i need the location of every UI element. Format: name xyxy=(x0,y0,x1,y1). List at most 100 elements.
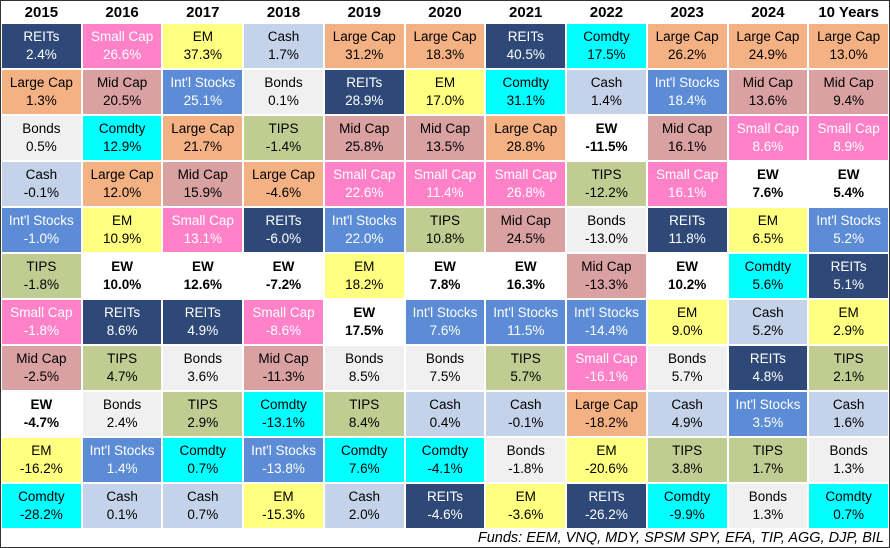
asset-cell: Cash -0.1% xyxy=(2,162,81,206)
asset-name: Bonds xyxy=(587,213,626,228)
asset-cell: Large Cap 28.8% xyxy=(486,116,566,160)
asset-cell: Bonds -13.0% xyxy=(567,208,646,252)
returns-grid: 2015 2016 2017 2018 2019 2020 2021 2022 2023 2024… xyxy=(1,1,889,528)
asset-value: -18.2% xyxy=(585,415,628,430)
asset-value: 5.7% xyxy=(510,369,542,384)
asset-value: -0.1% xyxy=(508,415,544,430)
asset-value: 10.0% xyxy=(102,277,142,292)
asset-name: Small Cap xyxy=(333,167,396,182)
asset-cell: Comdty -9.9% xyxy=(647,484,727,528)
asset-cell: TIPS 1.7% xyxy=(728,438,808,482)
asset-value: 13.5% xyxy=(425,139,465,154)
asset-name: Cash xyxy=(509,397,542,412)
asset-cell: EW 5.4% xyxy=(809,162,888,206)
asset-cell: REITs -6.0% xyxy=(244,208,323,252)
year-header: 2024 xyxy=(728,2,808,22)
asset-cell: Int'l Stocks 11.5% xyxy=(486,300,566,344)
asset-name: Int'l Stocks xyxy=(493,305,559,320)
asset-name: Small Cap xyxy=(494,167,557,182)
asset-cell: REITs 5.1% xyxy=(809,254,888,298)
asset-value: 10.9% xyxy=(102,231,142,246)
year-header: 2017 xyxy=(163,2,243,22)
asset-cell: EW -4.7% xyxy=(2,392,81,436)
asset-cell: Large Cap 18.3% xyxy=(405,24,485,68)
asset-cell: Comdty 5.6% xyxy=(728,254,808,298)
asset-name: Int'l Stocks xyxy=(654,75,720,90)
asset-value: 4.9% xyxy=(187,323,219,338)
asset-name: EW xyxy=(514,259,537,274)
asset-value: 12.9% xyxy=(102,139,142,154)
asset-name: Small Cap xyxy=(171,213,234,228)
asset-name: TIPS xyxy=(107,351,138,366)
asset-name: EW xyxy=(30,397,53,412)
asset-value: 8.4% xyxy=(348,415,380,430)
asset-name: REITs xyxy=(104,305,141,320)
asset-cell: Cash 0.7% xyxy=(163,484,243,528)
asset-name: Int'l Stocks xyxy=(8,213,74,228)
asset-name: Comdty xyxy=(502,75,549,90)
asset-name: TIPS xyxy=(187,397,218,412)
asset-value: 25.8% xyxy=(345,139,384,154)
asset-cell: Small Cap 13.1% xyxy=(163,208,243,252)
asset-value: -20.6% xyxy=(585,461,628,476)
asset-value: 2.9% xyxy=(833,323,865,338)
asset-value: -4.6% xyxy=(265,185,302,200)
asset-value: -11.5% xyxy=(585,139,628,154)
asset-value: 26.2% xyxy=(668,47,707,62)
asset-value: 0.7% xyxy=(187,461,219,476)
asset-cell: Large Cap -18.2% xyxy=(567,392,646,436)
asset-value: 1.6% xyxy=(833,415,865,430)
asset-name: Mid Cap xyxy=(581,259,632,274)
asset-name: Comdty xyxy=(179,443,227,458)
asset-name: Mid Cap xyxy=(823,75,874,90)
asset-name: REITs xyxy=(184,305,221,320)
year-header: 10 Years xyxy=(809,2,888,22)
asset-name: Int'l Stocks xyxy=(412,305,478,320)
asset-name: TIPS xyxy=(268,121,299,136)
asset-cell: Cash 1.7% xyxy=(244,24,323,68)
asset-cell: EW 16.3% xyxy=(486,254,566,298)
asset-cell: TIPS 3.8% xyxy=(647,438,727,482)
asset-name: Comdty xyxy=(260,397,307,412)
asset-cell: Bonds 0.1% xyxy=(244,70,323,114)
asset-name: TIPS xyxy=(672,443,703,458)
asset-cell: EM -15.3% xyxy=(244,484,323,528)
asset-name: Small Cap xyxy=(10,305,73,320)
year-header: 2022 xyxy=(567,2,646,22)
asset-name: Large Cap xyxy=(90,167,154,182)
asset-cell: Cash 1.4% xyxy=(567,70,646,114)
asset-value: 2.0% xyxy=(348,507,380,522)
asset-name: Cash xyxy=(752,305,784,320)
asset-value: 5.4% xyxy=(833,185,865,200)
asset-value: 24.9% xyxy=(748,47,788,62)
asset-value: 0.4% xyxy=(429,415,461,430)
asset-value: -16.1% xyxy=(585,369,628,384)
asset-value: 8.6% xyxy=(106,323,138,338)
asset-value: -3.6% xyxy=(508,507,544,522)
asset-cell: Comdty 0.7% xyxy=(163,438,243,482)
asset-cell: Small Cap 16.1% xyxy=(647,162,727,206)
asset-name: Large Cap xyxy=(574,397,638,412)
asset-name: Int'l Stocks xyxy=(331,213,397,228)
asset-cell: Comdty -28.2% xyxy=(2,484,81,528)
asset-name: TIPS xyxy=(429,213,460,228)
asset-cell: Int'l Stocks -13.8% xyxy=(244,438,323,482)
asset-name: REITs xyxy=(749,351,786,366)
asset-value: 16.3% xyxy=(506,277,545,292)
asset-name: Bonds xyxy=(829,443,868,458)
asset-value: 0.5% xyxy=(25,139,57,154)
asset-value: 18.2% xyxy=(345,277,384,292)
asset-name: TIPS xyxy=(752,443,783,458)
asset-name: Large Cap xyxy=(413,29,477,44)
asset-cell: EW 10.2% xyxy=(647,254,727,298)
asset-value: -13.3% xyxy=(585,277,628,292)
asset-cell: Int'l Stocks -1.0% xyxy=(2,208,81,252)
asset-value: -9.9% xyxy=(669,507,705,522)
asset-cell: Small Cap -8.6% xyxy=(244,300,323,344)
asset-cell: REITs -4.6% xyxy=(405,484,485,528)
asset-cell: TIPS -1.8% xyxy=(2,254,81,298)
asset-value: 3.6% xyxy=(187,369,219,384)
asset-cell: Large Cap 24.9% xyxy=(728,24,808,68)
asset-cell: Bonds 3.6% xyxy=(163,346,243,390)
asset-cell: EM -3.6% xyxy=(486,484,566,528)
